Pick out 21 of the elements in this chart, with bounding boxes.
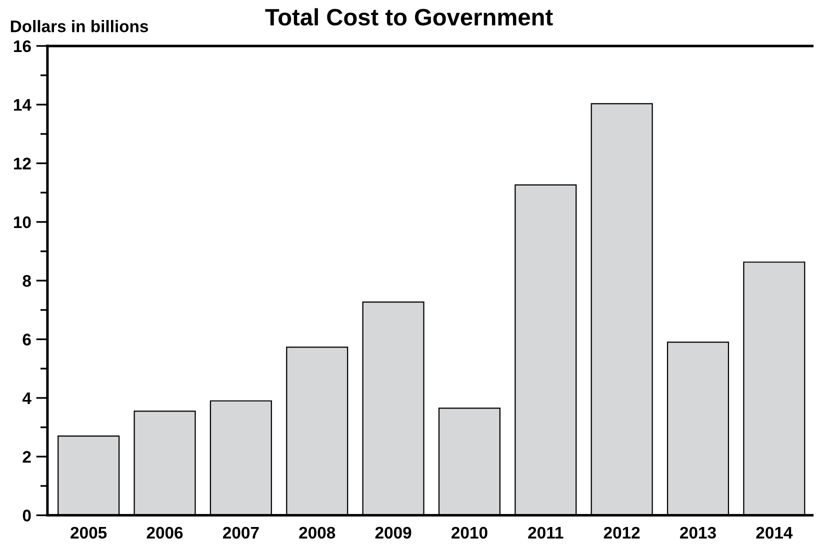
y-tick-label: 0: [22, 510, 31, 522]
y-tick-label: 10: [14, 216, 31, 228]
x-tick-label: 2011: [528, 526, 564, 539]
y-tick-label: 16: [14, 40, 31, 52]
y-tick-label: 2: [22, 451, 31, 463]
x-tick-label: 2008: [299, 526, 336, 539]
x-tick-label: 2006: [146, 526, 183, 539]
y-tick-label: 4: [22, 392, 32, 404]
x-tick-label: 2014: [756, 526, 793, 539]
x-tick-label: 2012: [604, 526, 640, 539]
x-tick-label: 2013: [680, 526, 716, 539]
x-tick-label: 2005: [70, 526, 107, 539]
y-axis-title: Dollars in billions: [10, 20, 148, 32]
chart-title: Total Cost to Government: [265, 8, 553, 26]
x-tick-label: 2010: [452, 526, 488, 539]
x-tick-label: 2009: [375, 526, 412, 539]
x-tick-label: 2007: [222, 526, 259, 539]
y-tick-label: 6: [22, 334, 31, 346]
y-tick-label: 14: [14, 99, 32, 111]
y-tick-label: 12: [14, 158, 31, 170]
y-tick-label: 8: [22, 275, 31, 287]
